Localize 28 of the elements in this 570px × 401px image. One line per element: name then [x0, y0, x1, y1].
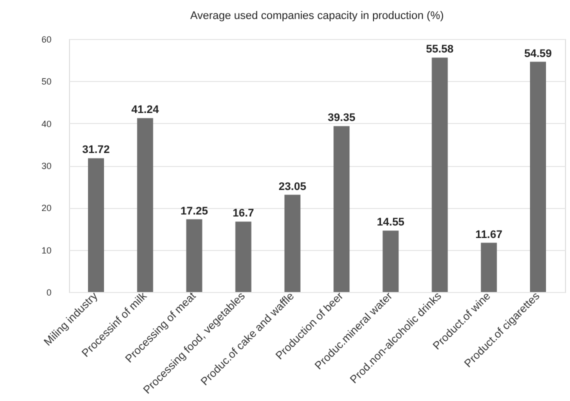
y-tick-label: 30: [41, 161, 52, 171]
y-tick-label: 50: [41, 76, 52, 87]
chart-title: Average used companies capacity in production (%): [190, 10, 444, 22]
data-label: 11.67: [475, 228, 502, 241]
data-label: 23.05: [278, 180, 306, 193]
data-label: 16.7: [232, 208, 254, 220]
y-tick-label: 10: [41, 245, 52, 256]
bar: [235, 222, 252, 292]
bar: [334, 126, 350, 292]
y-tick-label: 20: [41, 203, 52, 214]
bar: [432, 58, 448, 292]
bar: [480, 242, 497, 292]
data-label: 54.59: [524, 48, 552, 60]
data-label: 17.25: [180, 205, 208, 218]
bar: [137, 118, 154, 292]
bar: [88, 158, 104, 292]
bar: [284, 194, 300, 292]
data-label: 55.58: [426, 44, 454, 56]
bar: [186, 219, 202, 292]
y-tick-label: 0: [46, 288, 52, 298]
bar: [530, 62, 546, 292]
data-label: 31.72: [82, 144, 110, 156]
data-label: 14.55: [376, 216, 404, 229]
y-tick-label: 40: [41, 118, 52, 129]
data-label: 39.35: [328, 112, 356, 124]
y-tick-label: 60: [41, 34, 52, 44]
data-label: 41.24: [131, 104, 160, 116]
bar: [382, 230, 399, 292]
